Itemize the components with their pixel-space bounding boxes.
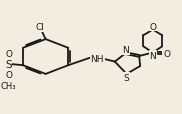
Text: N: N bbox=[122, 46, 129, 55]
Text: S: S bbox=[124, 73, 129, 82]
Text: O: O bbox=[149, 22, 156, 31]
Text: S: S bbox=[5, 60, 12, 69]
Text: O: O bbox=[5, 49, 12, 58]
Text: O: O bbox=[163, 49, 170, 58]
Text: Cl: Cl bbox=[35, 23, 44, 32]
Text: CH₃: CH₃ bbox=[1, 82, 16, 91]
Text: N: N bbox=[149, 52, 156, 61]
Text: O: O bbox=[5, 71, 12, 80]
Text: NH: NH bbox=[90, 54, 104, 63]
